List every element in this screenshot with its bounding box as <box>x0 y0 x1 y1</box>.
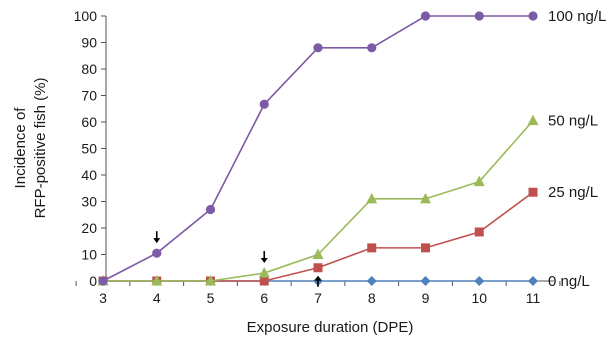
x-tick-label: 4 <box>153 290 161 306</box>
data-point <box>205 204 216 215</box>
data-point <box>259 99 269 109</box>
x-axis-label: Exposure duration (DPE) <box>247 319 414 336</box>
data-point <box>366 276 377 286</box>
series-group: 0 ng/L 25 ng/L 50 ng/L 100 ng/L <box>97 8 606 290</box>
data-point <box>312 248 324 259</box>
y-tick-label: 100 <box>74 8 98 24</box>
arrow-up-icon <box>314 275 322 287</box>
data-point <box>367 243 377 253</box>
data-point <box>474 276 485 286</box>
data-point <box>98 276 108 286</box>
data-point <box>205 275 216 286</box>
series-label: 50 ng/L <box>548 113 598 130</box>
y-tick-label: 0 <box>89 273 97 289</box>
y-tick-label: 30 <box>81 194 97 210</box>
data-point <box>151 275 163 286</box>
series-line <box>102 15 533 282</box>
data-point <box>420 192 431 204</box>
series-label: 25 ng/L <box>548 184 598 201</box>
series-25-ng-l: 25 ng/L <box>98 184 598 286</box>
x-tick-label: 7 <box>314 290 322 306</box>
data-point <box>420 276 431 286</box>
data-point <box>152 248 162 258</box>
series-label: 0 ng/L <box>548 273 590 290</box>
y-tick-label: 40 <box>81 167 97 183</box>
data-point <box>527 114 539 126</box>
x-tick-label: 3 <box>99 290 107 306</box>
series-100-ng-l: 100 ng/L <box>98 8 606 286</box>
series-50-ng-l: 50 ng/L <box>97 113 598 286</box>
data-point <box>528 11 538 21</box>
data-point <box>313 43 323 53</box>
x-tick-label: 11 <box>526 290 541 306</box>
y-tick-label: 80 <box>81 61 97 77</box>
y-tick-label: 20 <box>81 220 97 236</box>
y-axis-label-line-1: Incidence of <box>12 107 29 189</box>
data-point <box>528 276 538 286</box>
y-tick-label: 70 <box>81 88 97 104</box>
data-point <box>528 187 538 197</box>
arrow-down-icon <box>260 251 268 264</box>
data-point <box>313 263 323 273</box>
data-point <box>420 11 431 21</box>
y-tick-label: 60 <box>81 114 97 130</box>
data-point <box>258 267 270 278</box>
arrow-down-icon <box>153 231 161 244</box>
y-tick-label: 10 <box>81 247 97 263</box>
data-point <box>474 227 484 237</box>
x-tick-label: 5 <box>207 290 215 306</box>
y-axis-label-line-2: RFP-positive fish (%) <box>32 78 49 219</box>
annotations <box>153 231 322 287</box>
series-label: 100 ng/L <box>548 8 606 25</box>
data-point <box>474 11 484 21</box>
x-tick-label: 10 <box>471 290 487 306</box>
axes: 0 10 20 30 40 50 60 70 80 90 100 3 4 5 6 7 8 9 10 11 <box>74 8 561 306</box>
y-tick-label: 90 <box>81 35 97 51</box>
x-tick-label: 9 <box>422 290 430 306</box>
data-point <box>421 243 430 253</box>
y-tick-label: 50 <box>81 141 97 157</box>
x-tick-label: 6 <box>260 290 268 306</box>
data-point <box>366 192 378 204</box>
data-point <box>473 175 485 187</box>
data-point <box>259 276 269 286</box>
data-point <box>367 43 377 53</box>
x-tick-label: 8 <box>368 290 376 306</box>
